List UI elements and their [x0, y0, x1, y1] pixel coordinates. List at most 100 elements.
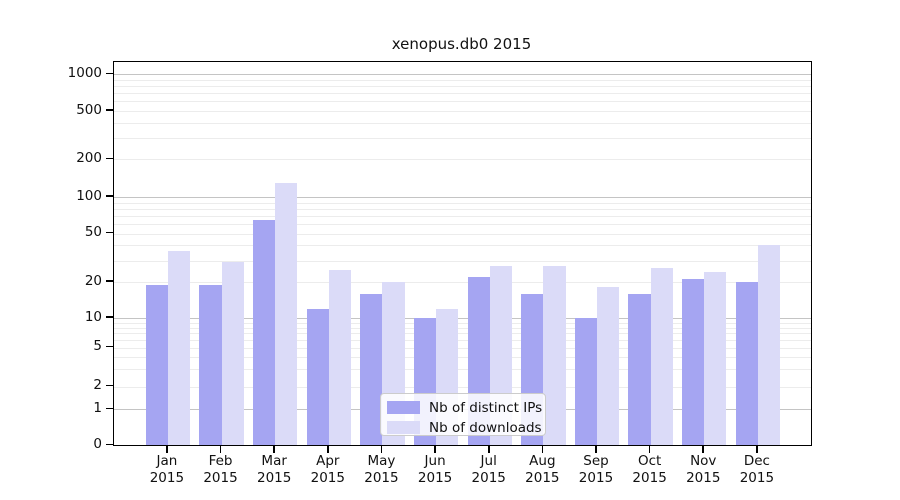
bar-downloads-feb [221, 262, 244, 445]
bar-distinct-ips-apr [306, 308, 329, 445]
legend-swatch-downloads [387, 421, 420, 434]
minor-gridline [114, 233, 811, 235]
legend-entry-downloads: Nb of downloads [387, 419, 542, 436]
legend: Nb of distinct IPs Nb of downloads [380, 393, 546, 436]
minor-gridline [114, 101, 811, 103]
x-tick-mark [166, 445, 168, 453]
y-tick-mark [106, 280, 113, 282]
major-gridline [114, 318, 811, 319]
minor-gridline [114, 111, 811, 112]
minor-gridline [114, 282, 811, 283]
minor-gridline [114, 86, 811, 88]
minor-gridline [114, 137, 811, 139]
minor-gridline [114, 93, 811, 95]
minor-gridline [114, 386, 811, 388]
x-tick-label-nov: Nov 2015 [686, 453, 721, 486]
minor-gridline [114, 369, 811, 371]
minor-gridline [114, 122, 811, 124]
legend-label-downloads: Nb of downloads [429, 419, 542, 436]
x-tick-mark [595, 445, 597, 453]
bar-downloads-oct [650, 268, 673, 445]
legend-entry-distinct-ips: Nb of distinct IPs [387, 399, 542, 416]
y-tick-mark [106, 345, 113, 348]
x-tick-mark [648, 445, 651, 453]
minor-gridline [114, 215, 811, 217]
minor-gridline [114, 208, 811, 210]
x-tick-label-jan: Jan 2015 [149, 453, 185, 486]
major-gridline [114, 74, 811, 76]
x-tick-label-feb: Feb 2015 [203, 453, 238, 486]
x-tick-label-dec: Dec 2015 [739, 453, 775, 486]
bar-distinct-ips-may [360, 293, 383, 445]
y-tick-label: 1 [93, 399, 102, 416]
minor-gridline [114, 224, 811, 226]
y-tick-mark [106, 72, 113, 75]
bar-distinct-ips-jan [145, 284, 168, 445]
legend-swatch-distinct-ips [387, 401, 420, 414]
minor-gridline [114, 357, 811, 359]
y-tick-mark [106, 407, 113, 410]
x-tick-mark [487, 445, 490, 453]
x-tick-label-may: May 2015 [364, 453, 399, 486]
minor-gridline [114, 202, 811, 204]
x-tick-label-aug: Aug 2015 [525, 453, 560, 486]
x-tick-mark [702, 445, 705, 453]
x-tick-mark [219, 445, 222, 453]
minor-gridline [114, 79, 811, 81]
minor-gridline [114, 245, 811, 247]
y-tick-mark [106, 157, 113, 160]
plot-area [113, 61, 812, 446]
x-tick-label-sep: Sep 2015 [578, 453, 614, 486]
x-tick-mark [756, 445, 758, 453]
x-tick-label-jul: Jul 2015 [471, 453, 506, 486]
y-tick-label: 10 [84, 308, 102, 325]
chart-title: xenopus.db0 2015 [391, 35, 532, 53]
bar-distinct-ips-nov [682, 279, 705, 445]
minor-gridline [114, 347, 811, 349]
bar-downloads-nov [704, 272, 727, 445]
x-tick-mark [380, 445, 383, 453]
bar-downloads-dec [757, 245, 781, 445]
x-tick-label-oct: Oct 2015 [632, 453, 667, 486]
bar-distinct-ips-sep [574, 318, 597, 445]
x-tick-label-mar: Mar 2015 [256, 453, 292, 486]
bar-downloads-jan [167, 251, 191, 445]
x-tick-mark [541, 445, 544, 453]
bar-distinct-ips-dec [735, 282, 758, 445]
minor-gridline [114, 260, 811, 262]
x-tick-label-jun: Jun 2015 [417, 453, 453, 486]
minor-gridline [114, 327, 811, 329]
y-tick-label: 5 [93, 338, 102, 355]
y-tick-mark [106, 195, 113, 197]
y-tick-label: 100 [76, 187, 102, 204]
bar-downloads-apr [328, 270, 351, 445]
y-tick-mark [106, 443, 113, 446]
x-tick-mark [434, 445, 436, 453]
y-tick-label: 2 [93, 377, 102, 394]
y-tick-mark [106, 231, 113, 234]
major-gridline [114, 197, 811, 198]
y-tick-label: 50 [84, 224, 102, 241]
y-tick-label: 500 [76, 101, 102, 118]
minor-gridline [114, 322, 811, 324]
bar-distinct-ips-feb [199, 284, 222, 445]
y-tick-label: 20 [84, 272, 102, 289]
x-tick-label-apr: Apr 2015 [310, 453, 345, 486]
y-tick-mark [106, 109, 113, 111]
minor-gridline [114, 339, 811, 341]
legend-label-distinct-ips: Nb of distinct IPs [429, 399, 543, 416]
minor-gridline [114, 159, 811, 161]
bar-distinct-ips-mar [252, 219, 276, 445]
y-tick-mark [106, 316, 113, 318]
bar-downloads-aug [543, 266, 566, 445]
bar-distinct-ips-oct [628, 293, 651, 445]
y-tick-label: 0 [93, 435, 102, 452]
x-tick-mark [327, 445, 329, 453]
x-tick-mark [273, 445, 275, 453]
y-tick-mark [106, 384, 113, 387]
y-tick-label: 1000 [67, 64, 102, 81]
plot-canvas [114, 62, 811, 445]
minor-gridline [114, 333, 811, 335]
y-tick-label: 200 [76, 149, 102, 166]
